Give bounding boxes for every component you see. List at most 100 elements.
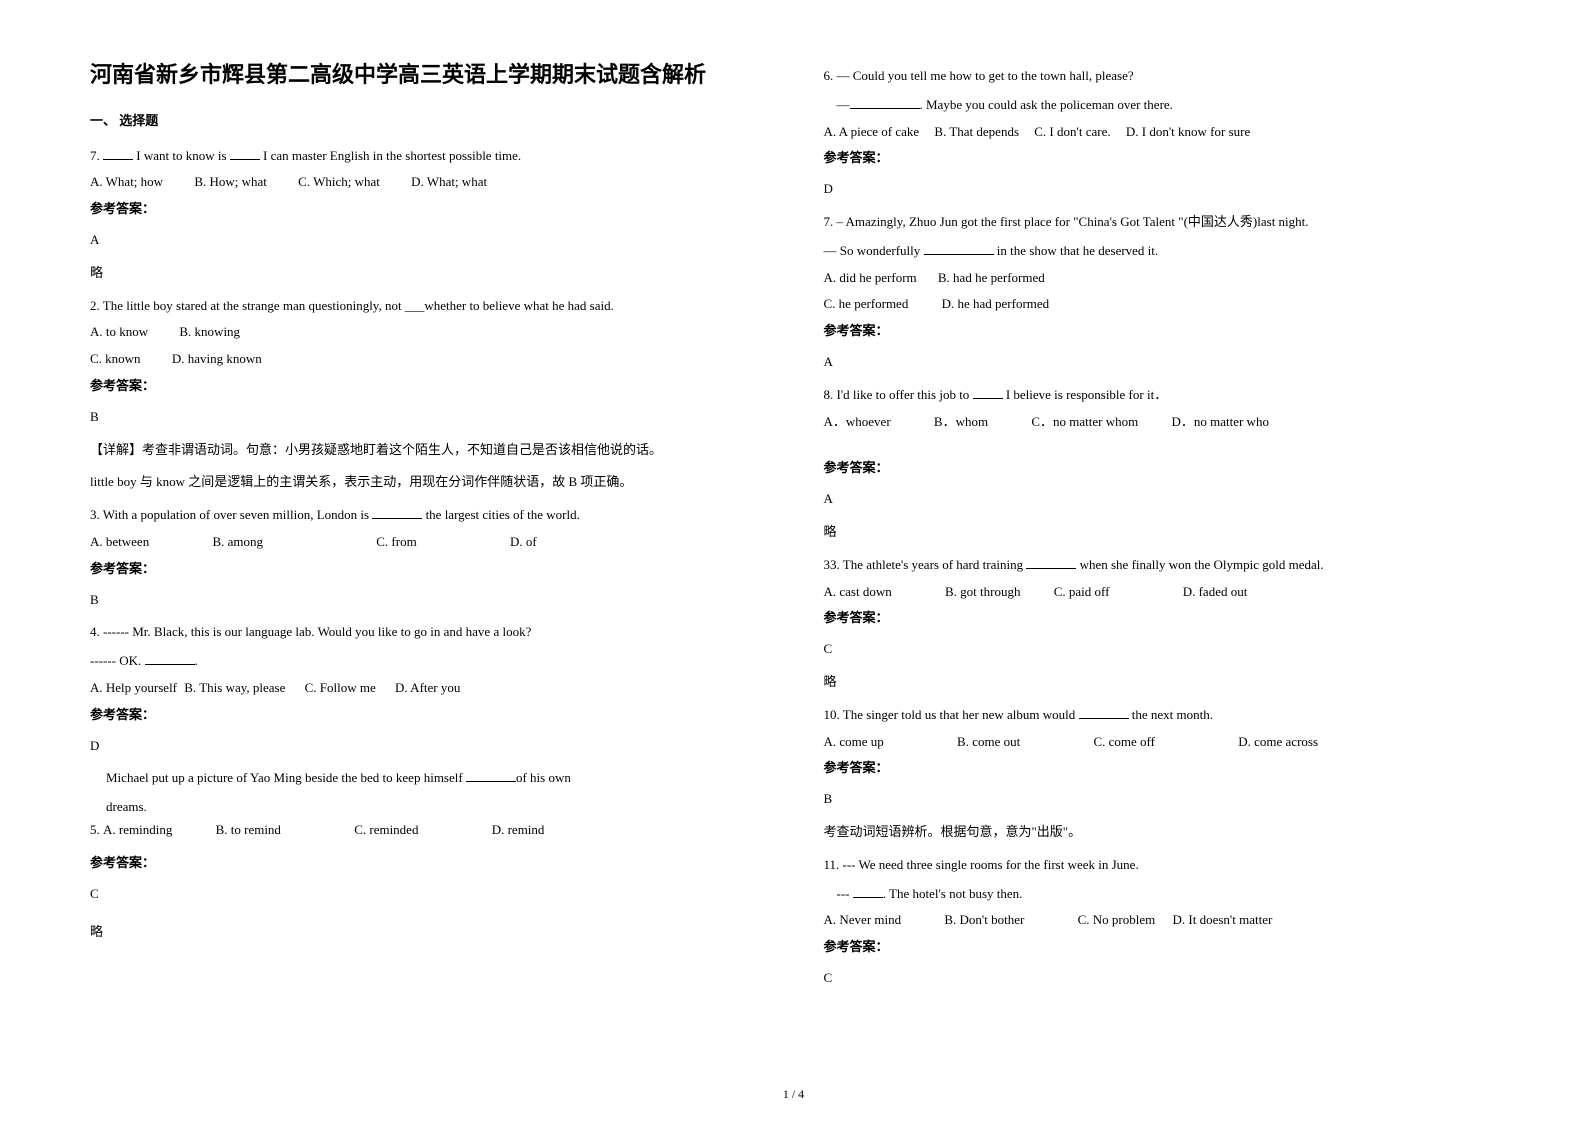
question-2: 2. The little boy stared at the strange … <box>90 296 764 317</box>
q11-opt-c: C. No problem <box>1078 910 1156 931</box>
q8-opt-c: C．no matter whom <box>1031 412 1138 433</box>
q2-opt-b: B. knowing <box>179 322 240 343</box>
q10-opt-b: B. come out <box>957 732 1020 753</box>
q33-opt-c: C. paid off <box>1054 582 1110 603</box>
q7-explain: 略 <box>90 263 764 284</box>
q7b-options-row1: A. did he perform B. had he performed <box>824 268 1498 289</box>
question-4-line2: ------ OK. . <box>90 651 764 672</box>
q11-options: A. Never mind B. Don't bother C. No prob… <box>824 910 1498 931</box>
question-6-line1: 6. — Could you tell me how to get to the… <box>824 66 1498 87</box>
q33-answer: C <box>824 639 1498 660</box>
q10-opt-a: A. come up <box>824 732 884 753</box>
q7-opt-b: B. How; what <box>194 172 267 193</box>
q7b-stem2-pre: — So wonderfully <box>824 243 924 258</box>
q2-opt-d: D. having known <box>172 349 262 370</box>
q3-opt-d: D. of <box>510 532 537 553</box>
q4-opt-d: D. After you <box>395 678 460 699</box>
q5-stem-post: of his own <box>516 770 571 785</box>
q2-opt-c: C. known <box>90 349 141 370</box>
q7-opt-d: D. What; what <box>411 172 487 193</box>
q2-explain1: 【详解】考查非谓语动词。句意：小男孩疑惑地盯着这个陌生人，不知道自己是否该相信他… <box>90 440 764 461</box>
question-7b-line2: — So wonderfully in the show that he des… <box>824 241 1498 262</box>
q10-stem-post: the next month. <box>1129 707 1214 722</box>
q6-opt-b: B. That depends <box>934 122 1019 143</box>
q7-stem-pre: 7. <box>90 148 103 163</box>
q33-explain: 略 <box>824 672 1498 693</box>
q3-options: A. between B. among C. from D. of <box>90 532 764 553</box>
q7b-opt-d: D. he had performed <box>942 294 1050 315</box>
q11-opt-b: B. Don't bother <box>944 910 1024 931</box>
q7-answer: A <box>90 230 764 251</box>
q7b-stem2-post: in the show that he deserved it. <box>994 243 1159 258</box>
q11-opt-d: D. It doesn't matter <box>1173 910 1273 931</box>
q10-answer: B <box>824 789 1498 810</box>
left-column: 河南省新乡市辉县第二高级中学高三英语上学期期末试题含解析 一、 选择题 7. I… <box>90 60 764 1092</box>
q5-explain: 略 <box>90 922 764 943</box>
q3-opt-b: B. among <box>212 532 263 553</box>
q7b-ans-label: 参考答案： <box>824 321 1498 342</box>
q4-answer: D <box>90 736 764 757</box>
question-11-line2: --- . The hotel's not busy then. <box>824 884 1498 905</box>
q8-opt-a: A．whoever <box>824 412 891 433</box>
question-7: 7. I want to know is I can master Englis… <box>90 146 764 167</box>
q3-opt-c: C. from <box>376 532 416 553</box>
q33-opt-a: A. cast down <box>824 582 892 603</box>
page-number: 1 / 4 <box>783 1085 804 1104</box>
q2-options-row1: A. to know B. knowing <box>90 322 764 343</box>
question-11-line1: 11. --- We need three single rooms for t… <box>824 855 1498 876</box>
q5-stem-pre: Michael put up a picture of Yao Ming bes… <box>106 770 466 785</box>
q3-stem-post: the largest cities of the world. <box>422 507 580 522</box>
q3-stem-pre: 3. With a population of over seven milli… <box>90 507 372 522</box>
question-8: 8. I'd like to offer this job to I belie… <box>824 385 1498 406</box>
q8-ans-label: 参考答案： <box>824 458 1498 479</box>
q8-stem-post: I believe is responsible for it． <box>1003 387 1168 402</box>
q6-opt-d: D. I don't know for sure <box>1126 122 1250 143</box>
q5-opt-c: C. reminded <box>354 820 418 841</box>
q7b-opt-c: C. he performed <box>824 294 909 315</box>
question-6-line2: —. Maybe you could ask the policeman ove… <box>824 95 1498 116</box>
q5-opt-d: D. remind <box>492 820 545 841</box>
q6-options: A. A piece of cake B. That depends C. I … <box>824 122 1498 143</box>
q11-opt-a: A. Never mind <box>824 910 902 931</box>
q10-opt-d: D. come across <box>1238 732 1318 753</box>
q6-opt-c: C. I don't care. <box>1034 122 1110 143</box>
question-5-line2: dreams. <box>106 797 764 818</box>
q4-opt-c: C. Follow me <box>305 678 376 699</box>
section-header: 一、 选择题 <box>90 111 764 132</box>
question-10: 10. The singer told us that her new albu… <box>824 705 1498 726</box>
q11-answer: C <box>824 968 1498 989</box>
q7b-opt-a: A. did he perform <box>824 268 917 289</box>
q4-ans-label: 参考答案： <box>90 705 764 726</box>
document-title: 河南省新乡市辉县第二高级中学高三英语上学期期末试题含解析 <box>90 60 764 91</box>
q4-opt-b: B. This way, please <box>184 678 285 699</box>
q7-opt-c: C. Which; what <box>298 172 380 193</box>
q3-answer: B <box>90 590 764 611</box>
q11-stem2-post: . The hotel's not busy then. <box>883 886 1023 901</box>
q6-answer: D <box>824 179 1498 200</box>
q5-answer: C <box>90 884 764 905</box>
question-5-row: 5. A. reminding B. to remind C. reminded… <box>90 820 764 841</box>
q7-stem-post: I can master English in the shortest pos… <box>260 148 521 163</box>
q8-answer: A <box>824 489 1498 510</box>
q7-opt-a: A. What; how <box>90 172 163 193</box>
q2-answer: B <box>90 407 764 428</box>
q4-stem2-post: . <box>195 653 198 668</box>
q6-ans-label: 参考答案： <box>824 148 1498 169</box>
question-7b-line1: 7. – Amazingly, Zhuo Jun got the first p… <box>824 212 1498 233</box>
q11-stem2-pre: --- <box>824 886 853 901</box>
q33-opt-d: D. faded out <box>1183 582 1248 603</box>
q6-opt-a: A. A piece of cake <box>824 122 920 143</box>
q10-explain: 考查动词短语辨析。根据句意，意为"出版"。 <box>824 822 1498 843</box>
q8-options: A．whoever B．whom C．no matter whom D．no m… <box>824 412 1498 433</box>
q7-stem-mid: I want to know is <box>133 148 230 163</box>
q4-options: A. Help yourself B. This way, please C. … <box>90 678 764 699</box>
q8-opt-b: B．whom <box>934 412 988 433</box>
question-4-line1: 4. ------ Mr. Black, this is our languag… <box>90 622 764 643</box>
q10-ans-label: 参考答案： <box>824 758 1498 779</box>
right-column: 6. — Could you tell me how to get to the… <box>824 60 1498 1092</box>
q8-stem-pre: 8. I'd like to offer this job to <box>824 387 973 402</box>
question-33: 33. The athlete's years of hard training… <box>824 555 1498 576</box>
q7b-opt-b: B. had he performed <box>938 268 1045 289</box>
q11-ans-label: 参考答案： <box>824 937 1498 958</box>
q2-ans-label: 参考答案： <box>90 376 764 397</box>
